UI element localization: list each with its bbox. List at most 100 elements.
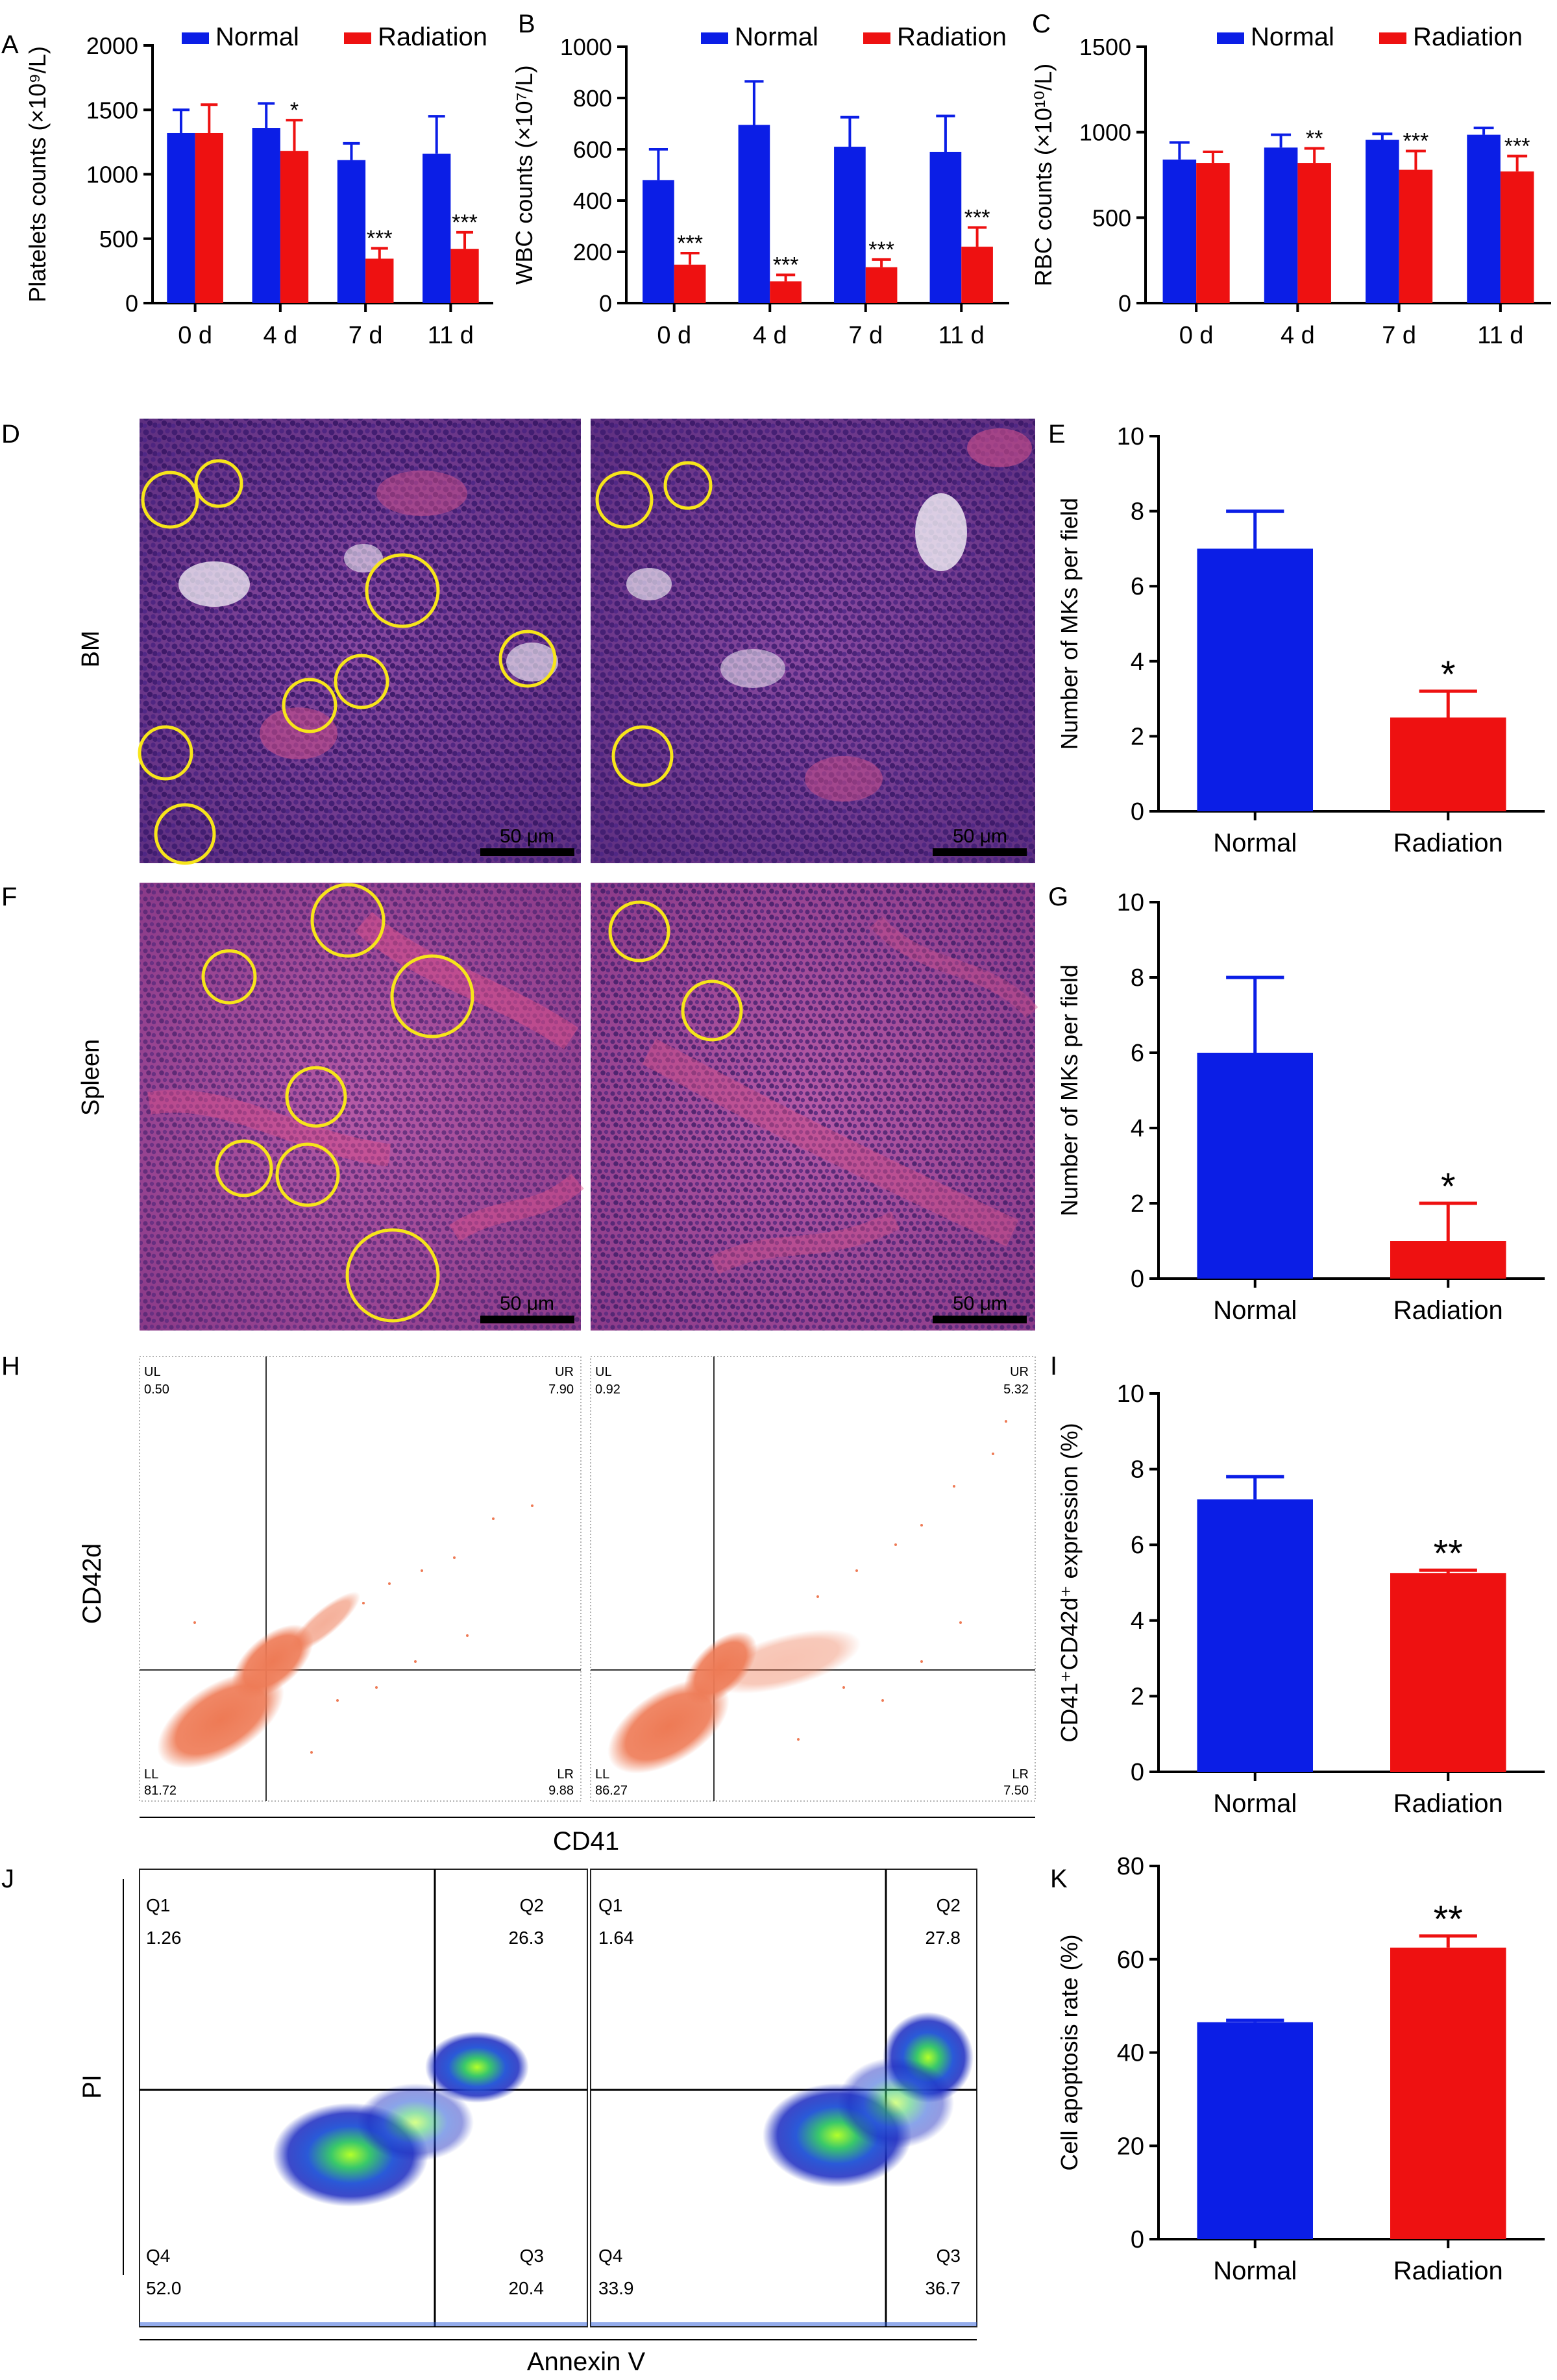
legend-label-radiation: Radiation [1413,23,1523,51]
mk-circles-spleen-radiation [608,900,743,1042]
significance-label: *** [1504,134,1530,159]
flow-j-rad-q2-label: Q2 [937,1895,961,1915]
y-tick-label: 2 [1131,1683,1144,1710]
y-tick-label: 2 [1131,1190,1144,1218]
y-axis-title: Platelets counts (×10⁹/L) [24,46,51,302]
y-tick-label: 500 [99,226,138,252]
y-axis-title: Number of MKs per field [1056,498,1083,750]
scale-label-bm-normal: 50 μm [500,826,554,847]
panel-letter-i: I [1050,1352,1057,1380]
legend-swatch-radiation [863,32,890,44]
y-tick-label: 8 [1131,964,1144,992]
panel-letter-j: J [1,1865,14,1893]
y-axis-title: WBC counts (×10⁷/L) [511,65,537,284]
y-tick-label: 0 [1131,1759,1144,1786]
mk-circles-spleen-normal [201,883,474,1323]
bar-normal [1197,548,1313,811]
legend-label-radiation: Radiation [897,23,1007,51]
bar-normal [738,125,770,303]
y-tick-label: 4 [1131,1608,1144,1635]
y-tick-label: 1000 [1079,119,1131,146]
x-tick-label: 7 d [848,322,883,349]
significance-label: *** [367,227,393,251]
flow-h-normal-lr-label: LR [557,1767,574,1782]
bar-normal [423,153,451,303]
bar-radiation [770,281,802,303]
legend-label-normal: Normal [735,23,818,51]
he-image-bm-normal [140,419,581,863]
x-tick-label: Normal [1213,1296,1297,1325]
flow-plot-h-radiation: UL 0.92 UR 5.32 LL 86.27 LR 7.50 [590,1356,1036,1802]
legend-swatch-radiation [344,32,371,44]
y-axis-title: CD41⁺CD42d⁺ expression (%) [1056,1423,1083,1742]
x-tick-label: 7 d [349,322,383,349]
y-tick-label: 200 [573,239,612,265]
panel-letter-k: K [1050,1865,1068,1893]
flow-h-normal-ur-label: UR [555,1365,574,1379]
flow-h-rad-ll-label: LL [595,1767,609,1782]
chart-cd41-cd42d: 0 2 4 6 8 10 CD41⁺CD42d⁺ expression (%) Normal R… [1056,1380,1545,1818]
panel-letter-d: D [1,420,20,448]
flow-h-y-label: CD42d [78,1543,106,1625]
flow-plot-h-normal: UL 0.50 UR 7.90 LL 81.72 LR 9.88 [139,1356,582,1802]
scale-label-spleen-normal: 50 μm [500,1293,554,1314]
flow-j-normal-q2-label: Q2 [520,1895,544,1915]
flow-j-rad-q3-label: Q3 [937,2246,961,2266]
x-tick-label: 0 d [1179,322,1214,349]
legend-label-radiation: Radiation [378,23,487,51]
bar-radiation [1297,163,1331,303]
legend-label-normal: Normal [215,23,299,51]
scale-bar-bm-radiation: 50 μm [933,826,1027,856]
significance-label: ** [1434,1532,1463,1575]
y-tick-label: 80 [1117,1853,1144,1880]
y-tick-label: 2000 [86,32,138,59]
scale-label-spleen-radiation: 50 μm [953,1293,1007,1314]
panel-letter-a: A [1,31,19,59]
flow-j-normal-q3-label: Q3 [520,2246,544,2266]
y-tick-label: 4 [1131,648,1144,676]
bar-radiation [1390,717,1506,811]
x-tick-label: 0 d [178,322,212,349]
flow-j-x-label: Annexin V [527,2348,646,2376]
flow-j-rad-q2: 27.8 [926,1928,961,1948]
x-tick-label: 4 d [1281,322,1315,349]
y-tick-label: 1500 [1079,34,1131,60]
bar-radiation [1390,1241,1506,1279]
chart-wbc: 0 200 400 600 800 1000 WBC counts (×10⁷/L) 0 d *… [511,23,1009,349]
y-tick-label: 1500 [86,97,138,123]
y-tick-label: 0 [599,290,612,317]
panel-letter-b: B [518,10,535,38]
legend-label-normal: Normal [1251,23,1334,51]
x-tick-label: 4 d [263,322,297,349]
significance-label: * [290,98,299,123]
y-tick-label: 0 [1131,2226,1144,2253]
x-tick-label: Normal [1213,1789,1297,1818]
y-tick-label: 0 [125,290,138,317]
bar-radiation [1390,1573,1506,1772]
flow-j-rad-q4-label: Q4 [598,2246,622,2266]
x-tick-label: 11 d [428,322,474,349]
flow-h-x-label: CD41 [553,1827,619,1856]
legend-swatch-radiation [1379,32,1406,44]
bar-radiation [1500,171,1534,303]
y-tick-label: 10 [1117,423,1144,450]
x-tick-label: Normal [1213,829,1297,857]
significance-label: *** [1403,129,1429,154]
he-image-bm-radiation [591,419,1035,863]
bar-normal [643,180,674,303]
legend-swatch-normal [701,32,728,44]
mk-circles-bm-normal [138,459,557,865]
panel-letter-c: C [1032,10,1051,38]
flow-j-normal-q3: 20.4 [509,2278,545,2298]
bar-normal [337,160,366,303]
significance-label: * [1441,1166,1456,1208]
flow-j-normal-q2: 26.3 [509,1928,545,1948]
significance-label: * [1441,654,1456,696]
y-tick-label: 1000 [86,162,138,188]
x-tick-label: 7 d [1382,322,1416,349]
flow-h-normal-ll: 81.72 [144,1784,177,1798]
flow-plot-j-radiation: Q1 1.64 Q2 27.8 Q4 33.9 Q3 36.7 [590,1869,977,2327]
bm-row-label: BM [77,631,104,668]
bar-normal [1197,1499,1313,1772]
flow-j-normal-q4: 52.0 [146,2278,182,2298]
